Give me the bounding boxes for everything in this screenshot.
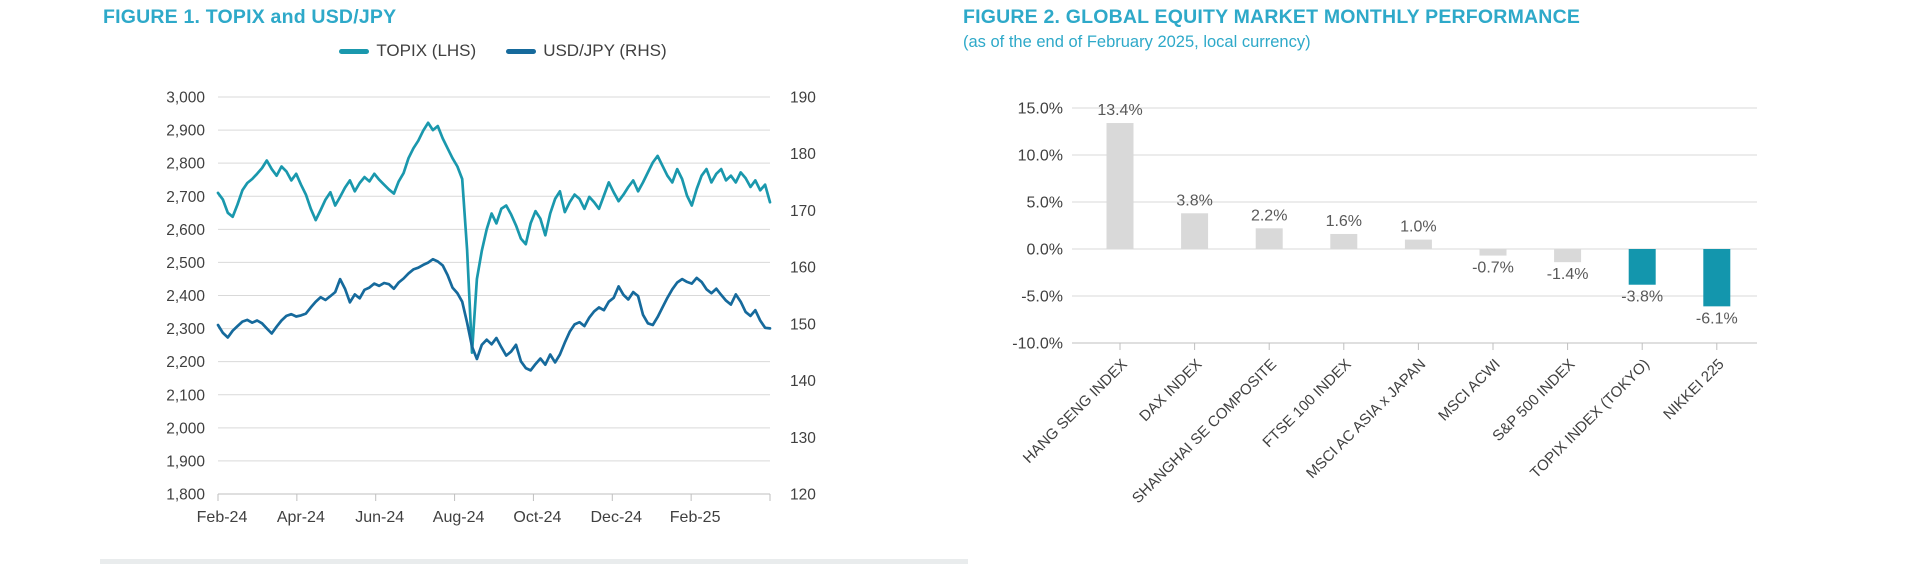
svg-text:120: 120 [790, 487, 816, 504]
svg-text:15.0%: 15.0% [1018, 101, 1063, 118]
svg-text:180: 180 [790, 146, 816, 163]
svg-text:Feb-24: Feb-24 [197, 509, 248, 526]
svg-text:2,700: 2,700 [166, 189, 205, 206]
legend-item-topix: TOPIX (LHS) [339, 41, 476, 61]
section-divider [100, 559, 968, 564]
figure2-subtitle: (as of the end of February 2025, local c… [963, 33, 1311, 51]
svg-text:SHANGHAI SE COMPOSITE: SHANGHAI SE COMPOSITE [1129, 356, 1280, 507]
svg-text:140: 140 [790, 373, 816, 390]
svg-text:2,400: 2,400 [166, 288, 205, 305]
svg-text:160: 160 [790, 260, 816, 277]
svg-text:-3.8%: -3.8% [1621, 289, 1663, 306]
svg-text:1,900: 1,900 [166, 453, 205, 470]
svg-text:-0.7%: -0.7% [1472, 260, 1514, 277]
svg-text:2,800: 2,800 [166, 156, 205, 173]
svg-text:2,000: 2,000 [166, 420, 205, 437]
legend-item-usdjpy: USD/JPY (RHS) [506, 41, 667, 61]
usdjpy-line-swatch-icon [506, 48, 537, 54]
figure2-global-equity-performance: FIGURE 2. GLOBAL EQUITY MARKET MONTHLY P… [963, 6, 1883, 558]
svg-text:Feb-25: Feb-25 [670, 509, 721, 526]
svg-text:Aug-24: Aug-24 [433, 509, 485, 526]
topix-line-swatch-icon [339, 48, 370, 54]
legend-label-topix: TOPIX (LHS) [376, 41, 477, 60]
svg-text:-1.4%: -1.4% [1547, 266, 1589, 283]
svg-text:-6.1%: -6.1% [1696, 310, 1738, 327]
svg-text:170: 170 [790, 203, 816, 220]
svg-text:2,600: 2,600 [166, 222, 205, 239]
monthly-performance-bar-chart: 15.0% 10.0% 5.0% 0.0% -5.0% -10.0% 13.4% HANG S… [1012, 101, 1757, 507]
topix-usdjpy-line-chart: 3,000 2,900 2,800 2,700 2,600 2,500 2,400 2,300… [166, 90, 816, 527]
svg-text:130: 130 [790, 430, 816, 447]
svg-text:Jun-24: Jun-24 [355, 509, 404, 526]
figure1-title: FIGURE 1. TOPIX and USD/JPY [103, 6, 397, 28]
svg-text:190: 190 [790, 90, 816, 107]
svg-text:HANG SENG INDEX: HANG SENG INDEX [1020, 356, 1131, 467]
svg-text:2,100: 2,100 [166, 387, 205, 404]
svg-text:2.2%: 2.2% [1251, 207, 1287, 224]
svg-text:Oct-24: Oct-24 [513, 509, 561, 526]
svg-text:13.4%: 13.4% [1097, 102, 1142, 119]
svg-text:Apr-24: Apr-24 [277, 509, 325, 526]
svg-text:0.0%: 0.0% [1027, 242, 1063, 259]
svg-text:2,300: 2,300 [166, 321, 205, 338]
svg-text:MSCI AC ASIA x JAPAN: MSCI AC ASIA x JAPAN [1303, 356, 1429, 482]
figure2-title: FIGURE 2. GLOBAL EQUITY MARKET MONTHLY P… [963, 6, 1581, 28]
svg-text:Dec-24: Dec-24 [590, 509, 642, 526]
svg-text:NIKKEI 225: NIKKEI 225 [1660, 356, 1727, 423]
svg-text:5.0%: 5.0% [1027, 195, 1063, 212]
svg-text:-5.0%: -5.0% [1021, 289, 1063, 306]
svg-text:1.0%: 1.0% [1400, 219, 1436, 236]
svg-text:2,200: 2,200 [166, 354, 205, 371]
figure1-legend: TOPIX (LHS) USD/JPY (RHS) [103, 41, 903, 61]
svg-text:-10.0%: -10.0% [1012, 336, 1063, 353]
svg-text:2,500: 2,500 [166, 255, 205, 272]
svg-text:TOPIX INDEX (TOKYO): TOPIX INDEX (TOKYO) [1527, 356, 1653, 482]
svg-text:MSCI ACWI: MSCI ACWI [1435, 356, 1504, 425]
legend-label-usdjpy: USD/JPY (RHS) [543, 41, 667, 60]
figure1-topix-usdjpy: FIGURE 1. TOPIX and USD/JPY TOPIX (LHS) … [103, 6, 903, 561]
svg-text:2,900: 2,900 [166, 123, 205, 140]
svg-text:1.6%: 1.6% [1326, 213, 1362, 230]
svg-text:3.8%: 3.8% [1176, 192, 1212, 209]
svg-text:150: 150 [790, 316, 816, 333]
svg-text:1,800: 1,800 [166, 487, 205, 504]
svg-text:DAX INDEX: DAX INDEX [1136, 356, 1205, 425]
svg-text:10.0%: 10.0% [1018, 148, 1063, 165]
svg-text:3,000: 3,000 [166, 90, 205, 107]
